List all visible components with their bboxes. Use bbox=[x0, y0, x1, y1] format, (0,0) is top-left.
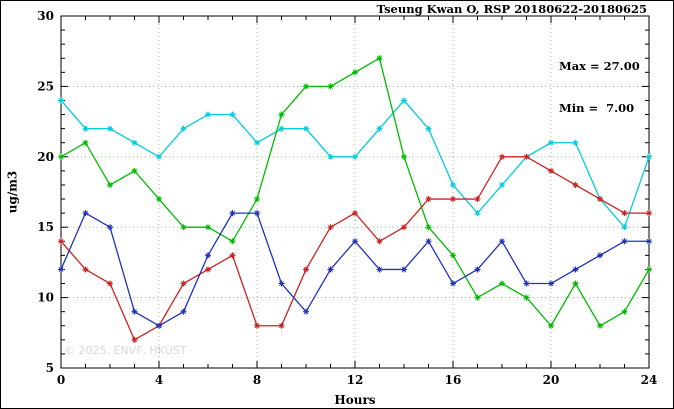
plot-border bbox=[60, 15, 650, 369]
y-tick-label: 30 bbox=[37, 9, 54, 23]
minmax-annotation: Max = 27.00 Min = 7.00 bbox=[559, 31, 640, 143]
x-tick-label: 0 bbox=[57, 373, 65, 387]
chart-title: Tseung Kwan O, RSP 20180622-20180625 bbox=[376, 2, 647, 16]
line-green-markers bbox=[58, 55, 652, 329]
x-tick-label: 24 bbox=[641, 373, 658, 387]
watermark-text: © 2025, ENVF, HKUST bbox=[64, 344, 187, 357]
y-tick-label: 20 bbox=[37, 150, 54, 164]
line-red-markers bbox=[58, 153, 652, 343]
x-tick-label: 16 bbox=[445, 373, 462, 387]
y-tick-label: 15 bbox=[37, 220, 54, 234]
x-tick-label: 20 bbox=[543, 373, 560, 387]
x-tick-label: 12 bbox=[347, 373, 364, 387]
y-axis-label: ug/m3 bbox=[5, 170, 20, 214]
y-tick-label: 10 bbox=[37, 291, 54, 305]
x-tick-label: 8 bbox=[253, 373, 261, 387]
x-axis-label: Hours bbox=[334, 393, 376, 407]
max-annotation: Max = 27.00 bbox=[559, 59, 640, 73]
y-tick-label: 5 bbox=[46, 361, 54, 375]
y-tick-label: 25 bbox=[37, 79, 54, 93]
line-blue-markers bbox=[58, 210, 652, 329]
x-tick-label: 4 bbox=[155, 373, 163, 387]
min-annotation: Min = 7.00 bbox=[559, 101, 635, 115]
